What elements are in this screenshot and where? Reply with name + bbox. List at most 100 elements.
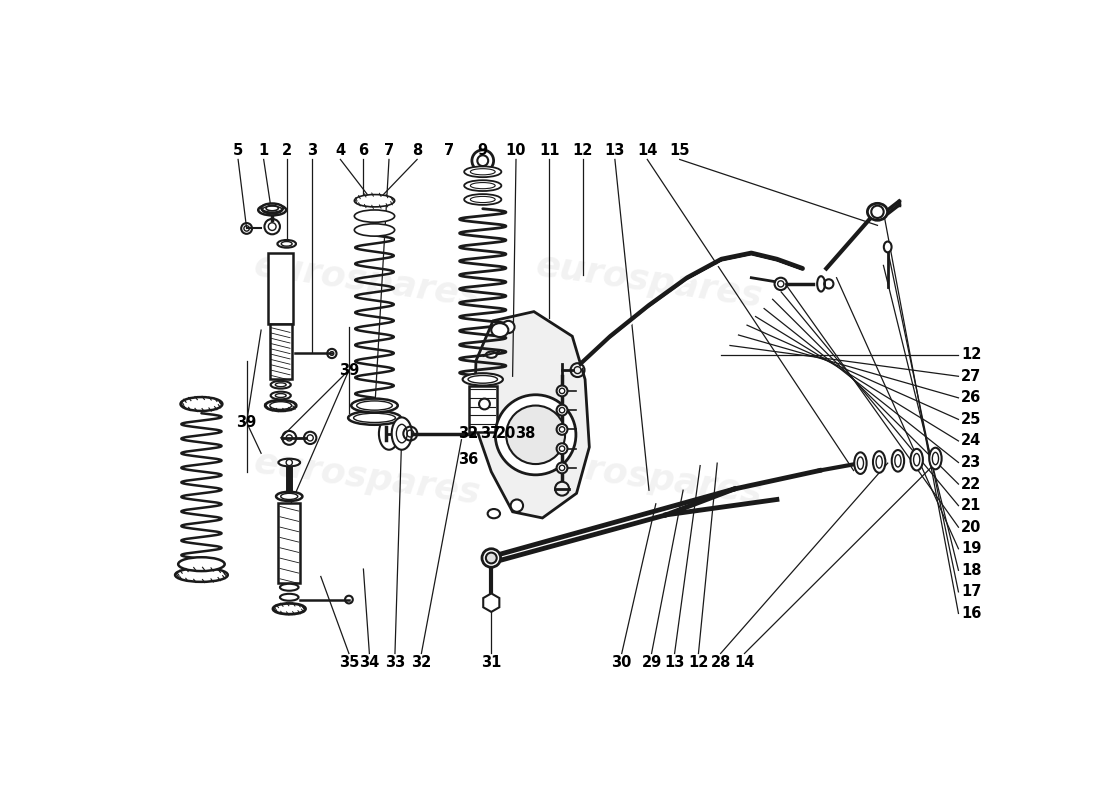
Text: 7: 7 xyxy=(443,142,453,158)
Ellipse shape xyxy=(487,509,500,518)
Text: 8: 8 xyxy=(412,142,422,158)
Text: 16: 16 xyxy=(961,606,981,621)
Ellipse shape xyxy=(348,411,400,425)
Ellipse shape xyxy=(271,392,290,399)
Text: 12: 12 xyxy=(572,142,593,158)
Circle shape xyxy=(557,462,568,474)
Text: 14: 14 xyxy=(637,142,658,158)
Circle shape xyxy=(482,549,500,567)
Text: 37: 37 xyxy=(481,426,500,441)
Text: 7: 7 xyxy=(384,142,394,158)
Polygon shape xyxy=(483,594,499,612)
Bar xyxy=(278,502,300,582)
Text: 20: 20 xyxy=(496,426,516,441)
Circle shape xyxy=(557,424,568,435)
Text: eurospares: eurospares xyxy=(252,445,483,510)
Ellipse shape xyxy=(262,203,283,213)
Circle shape xyxy=(472,150,494,171)
Text: 5: 5 xyxy=(233,142,243,158)
Text: 1: 1 xyxy=(258,142,268,158)
Ellipse shape xyxy=(279,594,298,601)
Text: 13: 13 xyxy=(664,655,685,670)
Text: 9: 9 xyxy=(477,142,487,158)
Text: 23: 23 xyxy=(961,455,981,470)
Ellipse shape xyxy=(351,398,398,413)
Circle shape xyxy=(510,499,524,512)
Text: 21: 21 xyxy=(961,498,981,513)
Ellipse shape xyxy=(180,397,222,411)
Text: 13: 13 xyxy=(605,142,625,158)
Ellipse shape xyxy=(464,166,502,177)
Text: 24: 24 xyxy=(961,434,981,449)
Text: 20: 20 xyxy=(961,520,981,534)
Text: 11: 11 xyxy=(539,142,560,158)
Circle shape xyxy=(557,386,568,396)
Ellipse shape xyxy=(873,451,886,473)
Circle shape xyxy=(557,405,568,415)
Ellipse shape xyxy=(258,205,286,215)
Ellipse shape xyxy=(883,242,892,252)
Ellipse shape xyxy=(354,210,395,222)
Text: 10: 10 xyxy=(506,142,526,158)
Text: 17: 17 xyxy=(961,584,981,599)
Ellipse shape xyxy=(178,558,224,571)
Ellipse shape xyxy=(930,448,942,470)
Text: 38: 38 xyxy=(515,426,536,441)
Ellipse shape xyxy=(464,180,502,191)
Text: 6: 6 xyxy=(359,142,369,158)
Text: 39: 39 xyxy=(339,362,359,378)
Ellipse shape xyxy=(855,452,867,474)
Text: eurospares: eurospares xyxy=(534,445,764,510)
Ellipse shape xyxy=(492,323,508,337)
Text: 15: 15 xyxy=(670,142,690,158)
Text: 35: 35 xyxy=(339,655,359,670)
Bar xyxy=(268,253,293,324)
Ellipse shape xyxy=(271,381,290,389)
Text: 25: 25 xyxy=(961,412,981,427)
Ellipse shape xyxy=(354,224,395,236)
Text: 36: 36 xyxy=(458,452,478,467)
Ellipse shape xyxy=(817,276,825,291)
Circle shape xyxy=(486,553,497,563)
Text: 32: 32 xyxy=(411,655,431,670)
Ellipse shape xyxy=(265,400,296,411)
Text: 31: 31 xyxy=(481,655,502,670)
Text: 30: 30 xyxy=(612,655,631,670)
Polygon shape xyxy=(474,312,590,518)
Text: 12: 12 xyxy=(961,347,981,362)
Ellipse shape xyxy=(277,240,296,248)
Ellipse shape xyxy=(354,194,395,207)
Ellipse shape xyxy=(378,418,399,450)
Text: 28: 28 xyxy=(711,655,730,670)
Text: 29: 29 xyxy=(641,655,662,670)
Circle shape xyxy=(557,443,568,454)
Ellipse shape xyxy=(276,492,303,501)
Text: 22: 22 xyxy=(961,477,981,491)
Bar xyxy=(270,324,292,379)
Text: 19: 19 xyxy=(961,542,981,556)
Ellipse shape xyxy=(464,194,502,205)
Circle shape xyxy=(478,398,490,410)
Ellipse shape xyxy=(463,373,503,386)
Text: 3: 3 xyxy=(307,142,317,158)
Ellipse shape xyxy=(279,584,298,590)
Ellipse shape xyxy=(392,418,411,450)
Ellipse shape xyxy=(868,203,888,220)
Ellipse shape xyxy=(892,450,904,472)
Bar xyxy=(469,386,497,432)
Circle shape xyxy=(495,394,576,475)
Ellipse shape xyxy=(911,449,923,470)
Ellipse shape xyxy=(273,603,306,614)
Text: 26: 26 xyxy=(961,390,981,406)
Ellipse shape xyxy=(278,458,300,466)
Ellipse shape xyxy=(175,568,228,582)
Circle shape xyxy=(506,406,565,464)
Text: eurospares: eurospares xyxy=(534,248,764,314)
Text: 14: 14 xyxy=(735,655,755,670)
Text: 2: 2 xyxy=(282,142,292,158)
Text: 34: 34 xyxy=(360,655,379,670)
Text: 12: 12 xyxy=(689,655,708,670)
Circle shape xyxy=(502,321,515,333)
Text: 27: 27 xyxy=(961,369,981,384)
Text: 39: 39 xyxy=(236,415,256,430)
